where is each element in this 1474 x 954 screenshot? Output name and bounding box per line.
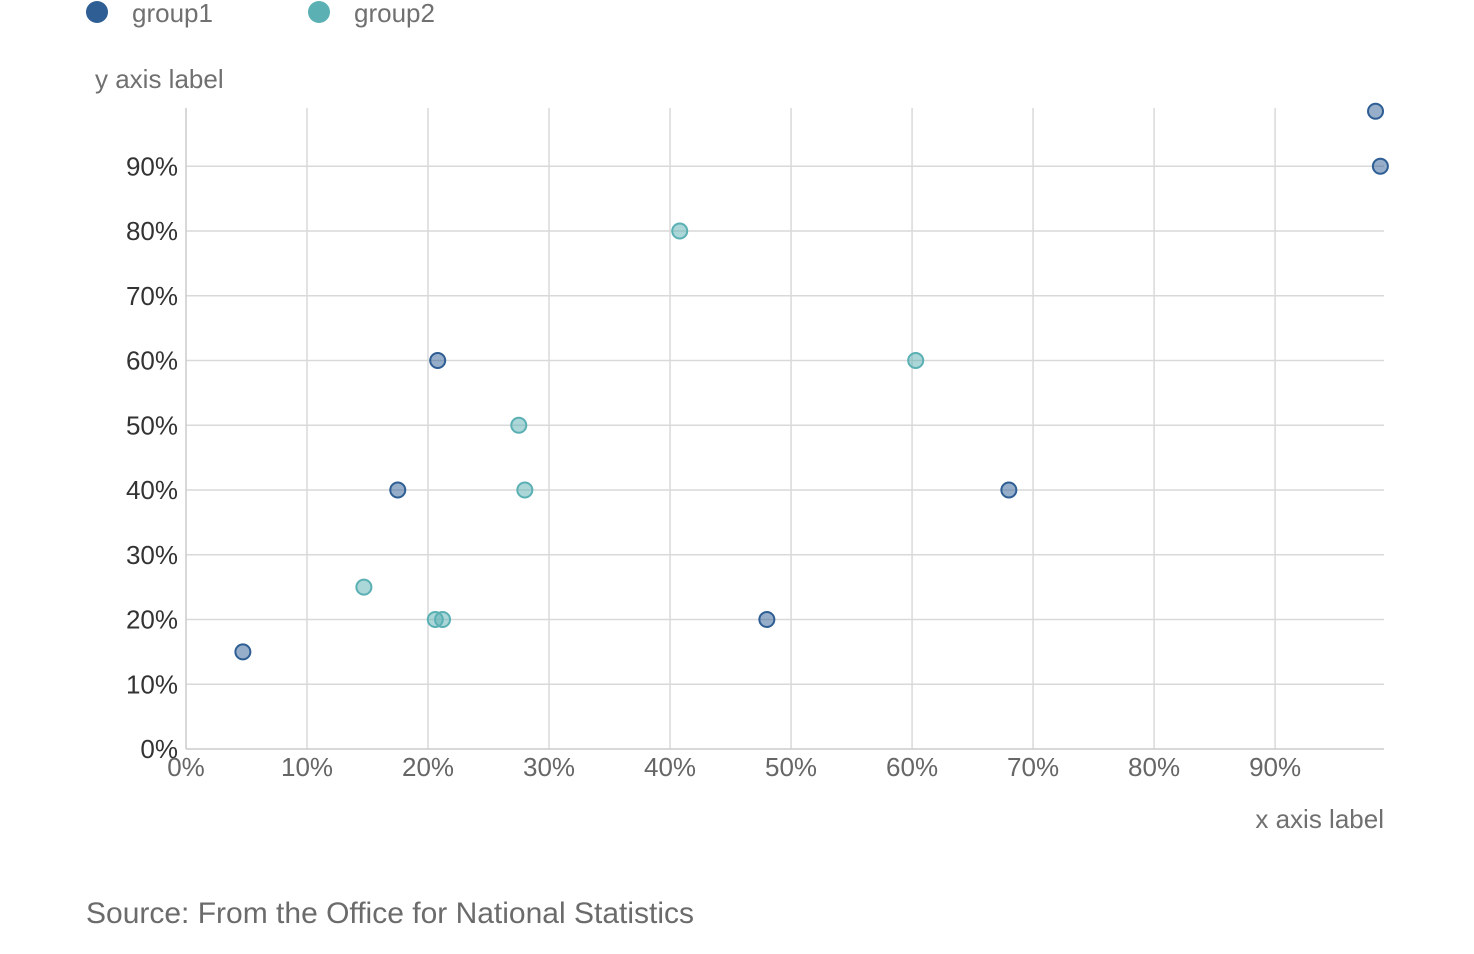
- legend-marker-group1: [86, 1, 108, 23]
- y-tick-label: 20%: [126, 605, 178, 635]
- x-tick-label: 20%: [402, 752, 454, 782]
- source-note: Source: From the Office for National Sta…: [86, 897, 694, 930]
- y-tick-label: 40%: [126, 475, 178, 505]
- y-tick-label: 10%: [126, 669, 178, 699]
- data-point-group1: [1000, 481, 1018, 499]
- data-point-group2: [510, 416, 528, 434]
- y-tick-label: 0%: [140, 734, 178, 764]
- data-point-group1: [1367, 102, 1385, 120]
- x-tick-label: 10%: [281, 752, 333, 782]
- x-tick-label: 80%: [1128, 752, 1180, 782]
- legend-label-group1: group1: [132, 0, 213, 28]
- data-point-group2: [434, 611, 452, 629]
- x-axis-title: x axis label: [1255, 804, 1384, 834]
- legend-marker-group2: [308, 1, 330, 23]
- data-point-group2: [355, 578, 373, 596]
- x-tick-label: 40%: [644, 752, 696, 782]
- data-point-group2: [516, 481, 534, 499]
- x-tick-label: 30%: [523, 752, 575, 782]
- x-axis-ticks: 0% 10% 20% 30% 40% 50% 60% 70% 80% 90%: [167, 752, 1301, 782]
- x-tick-label: 50%: [765, 752, 817, 782]
- y-tick-label: 70%: [126, 281, 178, 311]
- x-tick-label: 0%: [167, 752, 205, 782]
- data-point-group2: [671, 222, 689, 240]
- y-tick-label: 30%: [126, 540, 178, 570]
- data-point-group1: [389, 481, 407, 499]
- data-points: [234, 102, 1389, 661]
- data-point-group1: [1371, 157, 1389, 175]
- y-tick-label: 50%: [126, 410, 178, 440]
- x-tick-label: 70%: [1007, 752, 1059, 782]
- legend-label-group2: group2: [354, 0, 435, 28]
- data-point-group1: [429, 352, 447, 370]
- x-tick-label: 60%: [886, 752, 938, 782]
- y-axis-title: y axis label: [95, 64, 224, 94]
- x-tick-label: 90%: [1249, 752, 1301, 782]
- data-point-group1: [234, 643, 252, 661]
- y-axis-ticks: 0% 10% 20% 30% 40% 50% 60% 70% 80% 90%: [126, 151, 178, 764]
- gridlines: [185, 108, 1384, 750]
- y-tick-label: 60%: [126, 346, 178, 376]
- legend: group1 group2: [86, 0, 435, 28]
- y-tick-label: 90%: [126, 151, 178, 181]
- y-tick-label: 80%: [126, 216, 178, 246]
- data-point-group1: [758, 611, 776, 629]
- data-point-group2: [907, 352, 925, 370]
